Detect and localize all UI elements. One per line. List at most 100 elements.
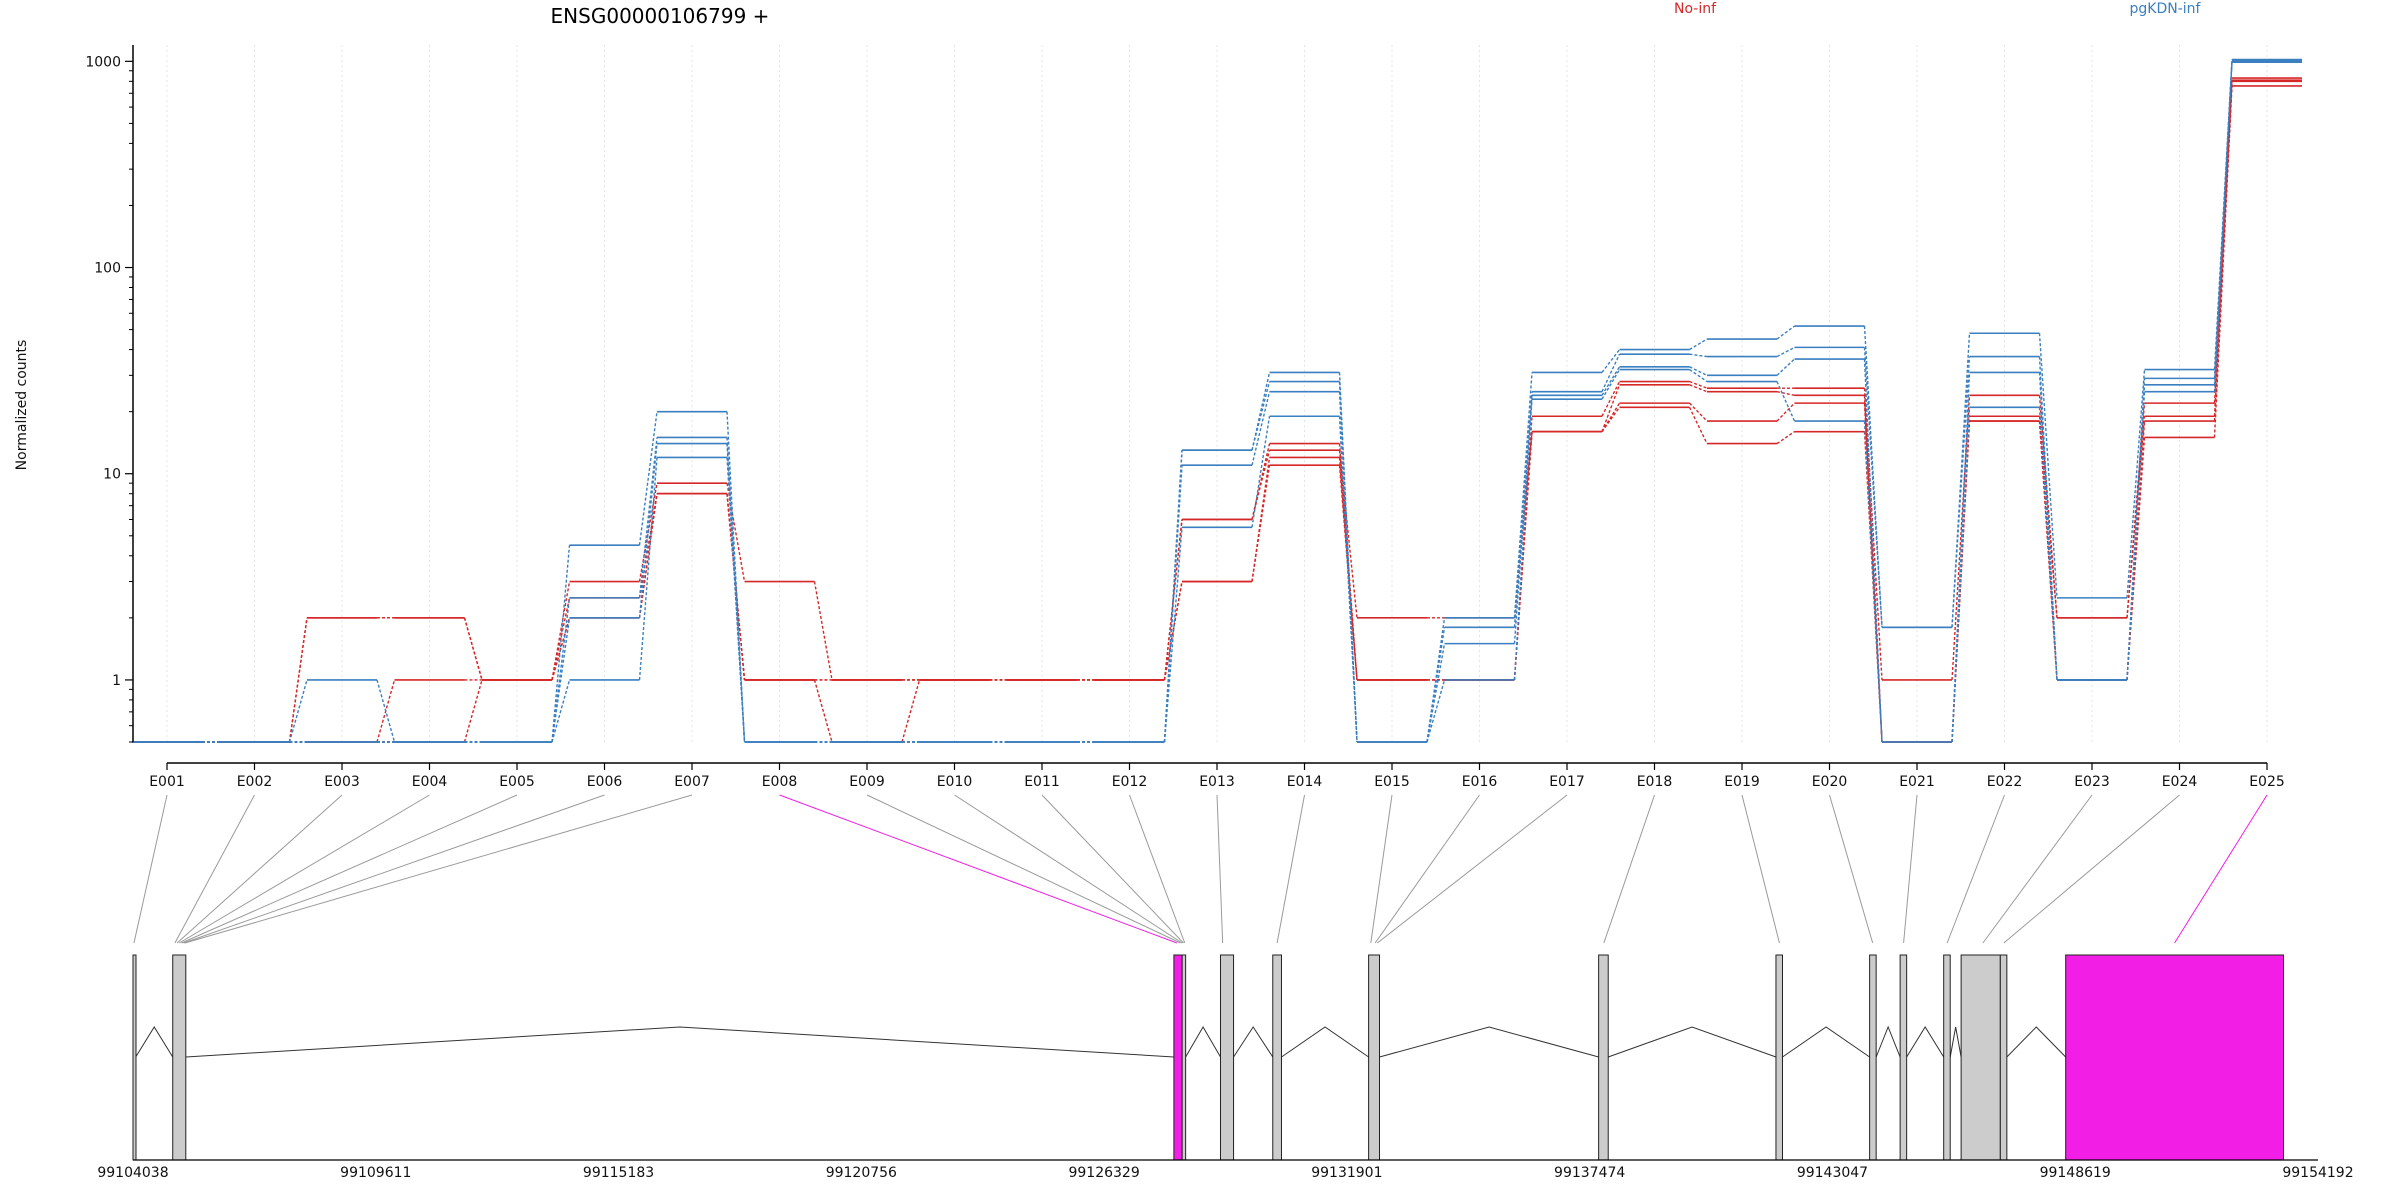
series-connector xyxy=(2126,369,2146,598)
series-connector xyxy=(376,679,396,743)
series-connector xyxy=(726,457,746,743)
exon-block xyxy=(1181,954,1187,1161)
series-connector xyxy=(1251,372,1271,451)
series-connector xyxy=(1251,381,1271,451)
series-connector xyxy=(288,617,308,743)
y-tick-label: 1 xyxy=(112,673,121,689)
series-connector xyxy=(2213,61,2233,385)
series-connector xyxy=(901,679,921,743)
series-connector xyxy=(638,411,658,546)
exon-block xyxy=(1869,954,1877,1161)
exon-block xyxy=(172,954,187,1161)
series-connector xyxy=(1776,402,1796,422)
series-connector xyxy=(1776,390,1795,397)
exon-block xyxy=(1368,954,1381,1161)
axes-layer: 1 10 100 1000 E001 E002 E003 E004 E005 E006 E007 E0… xyxy=(85,45,2285,790)
legend-entry-no-inf: No-inf xyxy=(1674,1,1717,17)
exon-connector-e010 xyxy=(954,794,1183,944)
series-no-inf-sample-4 xyxy=(132,85,2302,743)
x-tick-label: E008 xyxy=(762,774,798,790)
chart-title: ENSG00000106799 + xyxy=(551,4,770,28)
intron-line xyxy=(1949,1026,1962,1058)
exon-connector-e007 xyxy=(184,794,693,944)
series-connector xyxy=(1513,399,1533,680)
series-connector xyxy=(551,545,571,743)
exon-connector-e018 xyxy=(1603,794,1655,944)
exon-connector-e017 xyxy=(1377,794,1568,944)
series-connector xyxy=(1163,527,1183,743)
x-tick-label: E019 xyxy=(1724,774,1760,790)
exon-block xyxy=(1943,954,1951,1161)
exon-connector-e008 xyxy=(779,794,1178,944)
y-tick-label: 1000 xyxy=(85,54,121,70)
intron-line xyxy=(1233,1026,1274,1058)
series-connector xyxy=(1951,356,1971,628)
genomic-tick-label: 99137474 xyxy=(1554,1165,1625,1181)
intron-line xyxy=(1281,1026,1369,1058)
series-connector xyxy=(1688,402,1708,422)
legend-entry-pgkdn-inf: pgKDN-inf xyxy=(2130,1,2202,17)
exon-connector-e004 xyxy=(179,794,430,944)
series-connector xyxy=(638,457,658,680)
exon-connector-e016 xyxy=(1374,794,1480,944)
series-connector xyxy=(638,493,658,598)
x-tick-label: E010 xyxy=(937,774,973,790)
series-connector xyxy=(1601,369,1621,400)
series-connector xyxy=(1601,381,1621,417)
series-connector xyxy=(1513,395,1533,644)
series-connector xyxy=(638,443,658,618)
genomic-tick-label: 99104038 xyxy=(97,1165,168,1181)
x-tick-label: E025 xyxy=(2249,774,2285,790)
x-tick-label: E003 xyxy=(324,774,360,790)
genomic-tick-label: 99109611 xyxy=(340,1165,411,1181)
series-connector xyxy=(1426,643,1446,743)
x-tick-label: E013 xyxy=(1199,774,1235,790)
genomic-tick-label: 99126329 xyxy=(1068,1165,1139,1181)
genomic-tick-label: 99154192 xyxy=(2282,1165,2353,1181)
exon-connector-e023 xyxy=(1982,794,2093,944)
series-connector xyxy=(1863,358,1883,743)
series-connector xyxy=(813,581,833,681)
series-connector xyxy=(1251,391,1271,466)
series-connector xyxy=(1951,333,1971,628)
exon-connector-e001 xyxy=(133,794,168,944)
series-connector xyxy=(551,597,571,743)
exon-connector-e024 xyxy=(2003,794,2180,944)
exon-connector-e020 xyxy=(1829,794,1874,944)
exon-connector-e011 xyxy=(1041,794,1184,944)
exon-connector-e006 xyxy=(183,794,605,944)
exon-highlighted xyxy=(2065,954,2284,1161)
series-connector xyxy=(2213,85,2233,438)
series-connector xyxy=(2038,407,2058,680)
exon-connector-e002 xyxy=(174,794,255,944)
exon-block xyxy=(1219,954,1235,1161)
series-connector xyxy=(1689,368,1708,383)
series-connector xyxy=(1689,366,1708,376)
series-connector xyxy=(2126,421,2146,680)
x-tick-label: E014 xyxy=(1287,774,1323,790)
series-connector xyxy=(551,679,571,743)
series-connector xyxy=(1688,406,1708,444)
genomic-tick-label: 99143047 xyxy=(1797,1165,1868,1181)
intron-line xyxy=(1782,1026,1870,1058)
connector-layer xyxy=(133,794,2268,944)
series-connector xyxy=(1426,627,1446,743)
series-connector xyxy=(1601,366,1621,396)
series-connector xyxy=(1776,346,1795,358)
exon-connector-e015 xyxy=(1370,794,1393,944)
series-connector xyxy=(2038,333,2058,598)
x-tick-label: E009 xyxy=(849,774,885,790)
series-connector xyxy=(288,679,308,743)
intron-line xyxy=(2006,1026,2067,1058)
genomic-tick-label: 99115183 xyxy=(583,1165,654,1181)
series-connector xyxy=(2126,391,2146,680)
exon-connector-e005 xyxy=(181,794,518,944)
series-connector xyxy=(1426,679,1446,743)
series-pgkdn-inf-sample-4 xyxy=(132,61,2302,743)
series-connector xyxy=(551,617,571,743)
x-tick-label: E017 xyxy=(1549,774,1585,790)
x-tick-label: E024 xyxy=(2162,774,2198,790)
series-connector xyxy=(1163,465,1183,743)
series-connector xyxy=(1951,395,1971,680)
